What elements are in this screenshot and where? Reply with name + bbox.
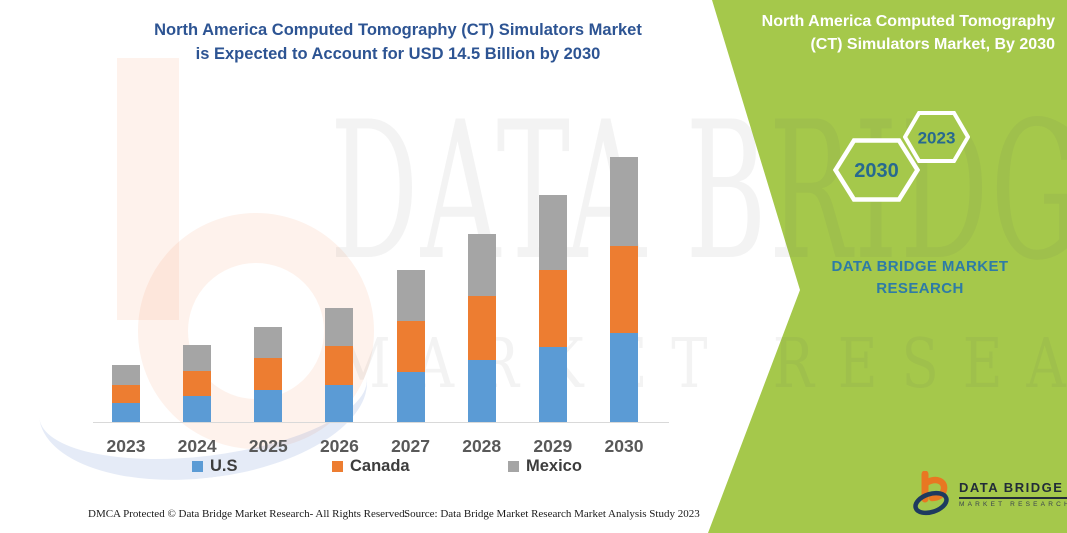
legend-item-mexico: Mexico — [508, 457, 582, 476]
bar-segment-us — [467, 359, 496, 422]
panel-brand-line2: RESEARCH — [876, 280, 964, 297]
bar-segment-mexico — [609, 156, 638, 246]
bar-segment-us — [538, 347, 567, 422]
dbmr-logo-text: DATA BRIDGE MARKET RESEARCH — [959, 480, 1067, 508]
stacked-bar-chart — [93, 130, 669, 423]
chart-title: North America Computed Tomography (CT) S… — [98, 18, 698, 66]
x-axis-label-2024: 2024 — [177, 436, 217, 456]
bar-segment-us — [112, 402, 140, 422]
bar-segment-mexico — [538, 195, 567, 271]
x-axis-label-2025: 2025 — [248, 436, 288, 456]
hexagon-2030-outline — [833, 138, 920, 202]
bar-segment-mexico — [467, 233, 496, 296]
x-axis-label-2027: 2027 — [391, 436, 431, 456]
bar-segment-canada — [396, 321, 425, 372]
dbmr-logo-subtitle: MARKET RESEARCH — [959, 501, 1067, 508]
panel-brand-line1: DATA BRIDGE MARKET — [831, 258, 1009, 275]
legend-item-us: U.S — [192, 457, 238, 476]
chart-title-line2: is Expected to Account for USD 14.5 Bill… — [195, 45, 601, 63]
bar-2024 — [183, 345, 212, 422]
bar-segment-canada — [254, 358, 283, 391]
bar-segment-canada — [538, 270, 567, 348]
bar-segment-canada — [467, 295, 496, 360]
hexagon-2023-outline — [903, 111, 970, 163]
bar-segment-mexico — [396, 270, 425, 322]
bar-segment-us — [396, 371, 425, 422]
bar-2026 — [325, 307, 354, 422]
panel-title-line2: (CT) Simulators Market, By 2030 — [810, 36, 1055, 53]
bar-segment-us — [183, 396, 212, 422]
bar-2029 — [538, 195, 567, 422]
watermark-text-row2: MARKET RESEARCH — [335, 325, 1067, 404]
x-axis-label-2023: 2023 — [106, 436, 146, 456]
bar-segment-us — [254, 390, 283, 422]
hexagon-2030-label: 2030 — [854, 160, 899, 182]
bar-segment-mexico — [112, 365, 140, 385]
hexagon-2023-label: 2023 — [918, 129, 956, 148]
legend-label-mexico: Mexico — [526, 457, 582, 475]
panel-title-line1: North America Computed Tomography — [761, 13, 1055, 30]
legend-swatch-mexico — [508, 461, 519, 472]
legend-label-us: U.S — [210, 457, 238, 475]
bar-segment-mexico — [183, 345, 212, 371]
bar-segment-us — [325, 384, 354, 422]
dbmr-logo: DATA BRIDGE MARKET RESEARCH — [912, 471, 1067, 517]
legend-swatch-canada — [332, 461, 343, 472]
bar-2023 — [112, 365, 140, 422]
legend-label-canada: Canada — [350, 457, 410, 475]
x-axis-label-2029: 2029 — [533, 436, 573, 456]
x-axis-labels: 2023 2024 2025 2026 2027 2028 2029 2030 — [93, 436, 669, 458]
chart-legend: U.S Canada Mexico — [93, 457, 669, 477]
bar-segment-canada — [112, 384, 140, 403]
chart-title-line1: North America Computed Tomography (CT) S… — [154, 21, 642, 39]
hexagon-2030: 2030 — [833, 138, 920, 202]
x-axis-label-2030: 2030 — [604, 436, 644, 456]
bar-segment-mexico — [325, 307, 354, 347]
bar-segment-canada — [183, 370, 212, 397]
x-axis-label-2028: 2028 — [462, 436, 502, 456]
x-axis-label-2026: 2026 — [319, 436, 359, 456]
legend-item-canada: Canada — [332, 457, 410, 476]
bar-2025 — [254, 326, 283, 422]
legend-swatch-us — [192, 461, 203, 472]
bar-segment-canada — [325, 346, 354, 385]
bar-segment-us — [609, 333, 638, 422]
panel-title: North America Computed Tomography (CT) S… — [690, 10, 1055, 56]
bar-segment-canada — [609, 245, 638, 334]
bar-segment-mexico — [254, 326, 283, 359]
bar-2027 — [396, 270, 425, 422]
hexagon-2023: 2023 — [903, 111, 970, 163]
dbmr-b-icon — [913, 471, 949, 516]
dbmr-logo-name: DATA BRIDGE — [959, 480, 1067, 499]
footer-dmca-text: DMCA Protected © Data Bridge Market Rese… — [88, 508, 408, 520]
bar-2028 — [467, 233, 496, 422]
footer-source-text: Source: Data Bridge Market Research Mark… — [404, 508, 700, 520]
panel-brand-text: DATA BRIDGE MARKET RESEARCH — [810, 256, 1030, 300]
bar-2030 — [609, 156, 638, 422]
